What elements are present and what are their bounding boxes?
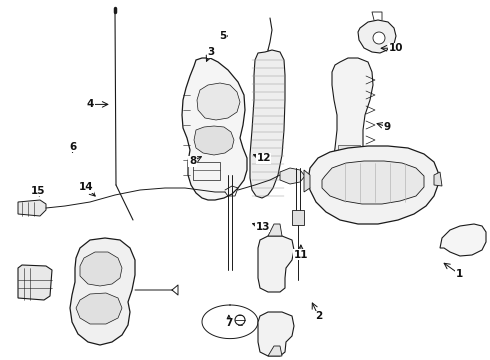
Polygon shape: [308, 146, 438, 224]
Polygon shape: [268, 224, 282, 236]
Polygon shape: [268, 346, 282, 356]
Polygon shape: [440, 224, 486, 256]
Text: 6: 6: [69, 142, 76, 152]
Polygon shape: [292, 210, 304, 225]
Polygon shape: [280, 168, 305, 184]
Text: 7: 7: [225, 318, 233, 328]
Polygon shape: [182, 58, 247, 200]
Text: 12: 12: [256, 153, 271, 163]
Text: 8: 8: [189, 156, 196, 166]
Polygon shape: [304, 170, 310, 192]
Polygon shape: [434, 172, 442, 186]
Text: 4: 4: [87, 99, 95, 109]
Text: 3: 3: [207, 47, 214, 57]
Circle shape: [373, 32, 385, 44]
Text: 13: 13: [255, 222, 270, 232]
Text: 9: 9: [384, 122, 391, 132]
Text: 10: 10: [389, 43, 403, 53]
Polygon shape: [332, 58, 373, 195]
Text: 15: 15: [31, 186, 46, 196]
Text: 1: 1: [456, 269, 463, 279]
Polygon shape: [194, 126, 234, 155]
Polygon shape: [18, 265, 52, 300]
Polygon shape: [80, 252, 122, 286]
Polygon shape: [258, 312, 294, 356]
Text: 5: 5: [220, 31, 226, 41]
Polygon shape: [338, 145, 360, 170]
Text: 11: 11: [294, 250, 308, 260]
Polygon shape: [70, 238, 135, 345]
Polygon shape: [258, 236, 294, 292]
Text: 14: 14: [78, 182, 93, 192]
Polygon shape: [197, 83, 240, 120]
Polygon shape: [322, 161, 424, 204]
Polygon shape: [18, 200, 46, 216]
Text: 2: 2: [315, 311, 322, 321]
Polygon shape: [250, 50, 285, 198]
Polygon shape: [358, 20, 396, 53]
Polygon shape: [76, 293, 122, 324]
